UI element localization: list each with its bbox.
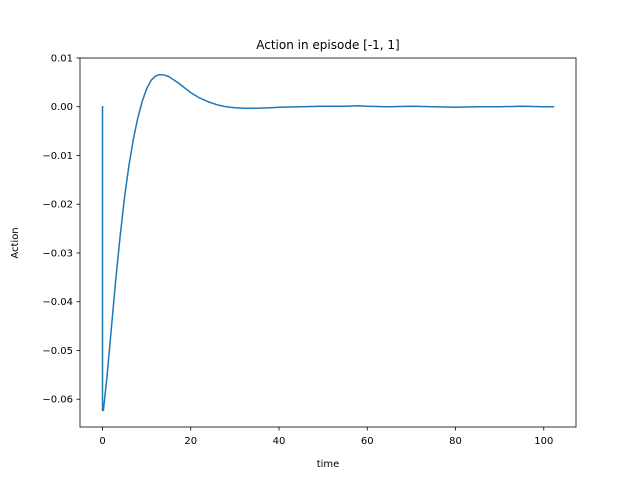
x-tick-label: 0 (99, 436, 105, 447)
series-line-0 (101, 73, 555, 412)
y-axis-label: Action (10, 227, 21, 258)
x-tick-label: 40 (273, 436, 286, 447)
y-tick-label: −0.04 (42, 297, 73, 308)
x-tick-label: 80 (449, 436, 462, 447)
y-tick-label: 0.01 (51, 54, 73, 65)
y-tick-label: 0.00 (51, 102, 73, 113)
chart-title: Action in episode [-1, 1] (256, 38, 399, 52)
plot-area: 0 20 40 60 80 100 0.01 0.00 −0.01 −0.02 −0.03 −0.04… (42, 54, 577, 447)
axes-frame (79, 57, 577, 428)
x-tick-label: 100 (534, 436, 553, 447)
y-tick-label: −0.02 (42, 200, 73, 211)
x-tick-label: 60 (361, 436, 374, 447)
y-tick-label: −0.05 (42, 346, 73, 357)
y-tick-label: −0.03 (42, 248, 73, 259)
x-axis-label: time (317, 459, 340, 470)
y-tick-label: −0.01 (42, 151, 73, 162)
y-tick-label: −0.06 (42, 395, 73, 406)
x-tick-label: 20 (184, 436, 197, 447)
